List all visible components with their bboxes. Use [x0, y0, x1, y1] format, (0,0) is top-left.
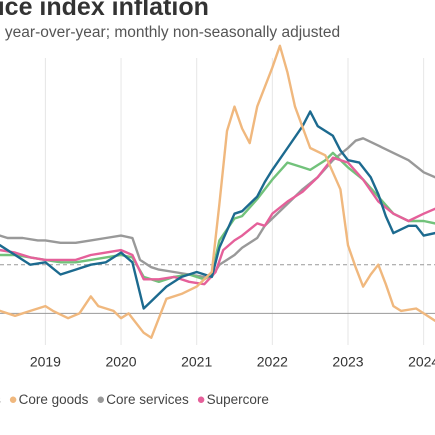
series-line-4 — [0, 44, 435, 339]
series-line-2 — [0, 156, 435, 286]
x-tick-label-2024: 2024 — [408, 353, 435, 369]
legend-label: Core services — [106, 392, 189, 407]
legend-dot: ● — [96, 391, 106, 408]
legend-label: Core goods — [18, 392, 89, 407]
legend-item-1: ●Core goods — [8, 391, 89, 408]
legend-label: s — [0, 392, 1, 407]
legend-item-3: ●Supercore — [196, 391, 269, 408]
series-layer — [0, 44, 435, 339]
x-tick-label-2020: 2020 — [105, 353, 136, 369]
legend: s ●Core goods ●Core services ●Supercore — [0, 391, 273, 408]
x-axis: 2019 2020 2021 2022 2023 2024 — [30, 353, 435, 369]
legend-dot: ● — [8, 391, 18, 408]
legend-label: Supercore — [206, 392, 269, 407]
chart-title: rice index inflation — [0, 0, 209, 21]
chart-subtitle: e year-over-year; monthly non-seasonally… — [0, 24, 341, 41]
legend-item-2: ●Core services — [96, 391, 189, 408]
series-line-3 — [0, 110, 435, 310]
x-tick-label-2023: 2023 — [332, 353, 363, 369]
grid-layer — [44, 58, 425, 345]
legend-item-0: s — [0, 392, 1, 407]
x-tick-label-2021: 2021 — [181, 353, 212, 369]
x-tick-label-2022: 2022 — [257, 353, 288, 369]
legend-dot: ● — [196, 391, 206, 408]
x-tick-label-2019: 2019 — [30, 353, 61, 369]
